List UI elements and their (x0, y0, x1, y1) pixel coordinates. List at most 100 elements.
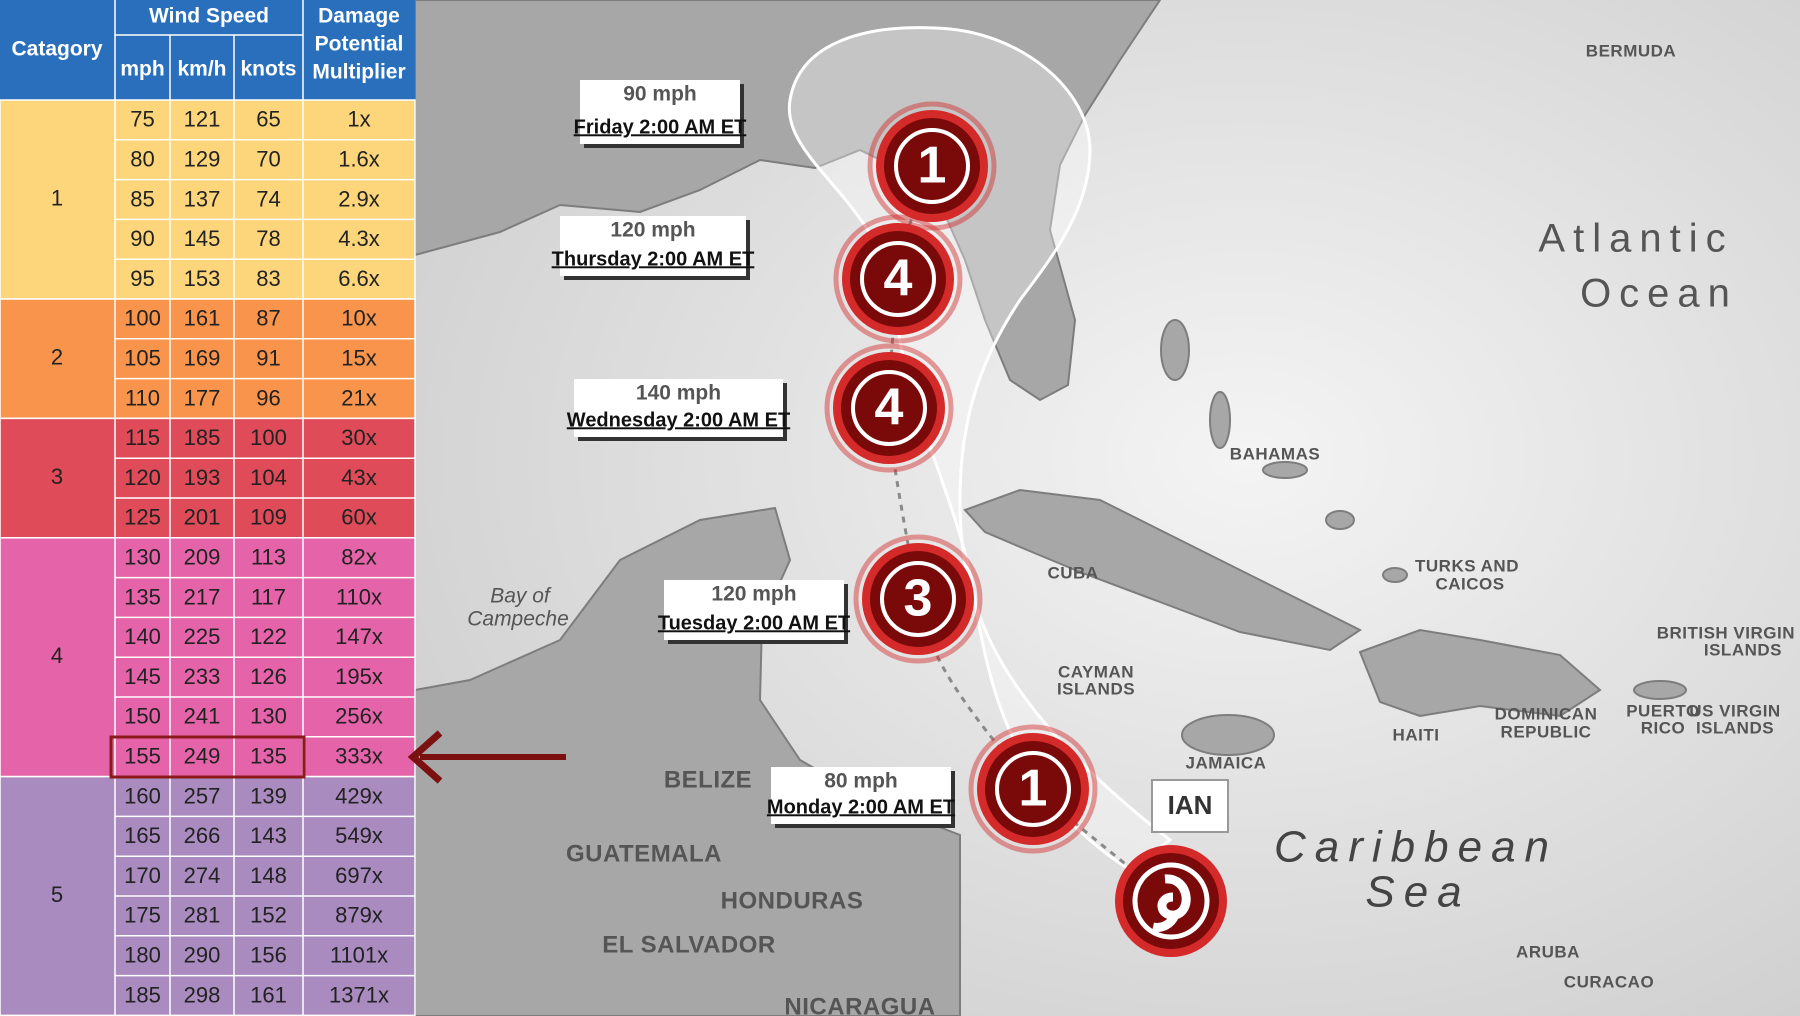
place-label: JAMAICA (1186, 753, 1267, 772)
table-cell: 169 (184, 346, 221, 371)
place-label: RICO (1641, 718, 1686, 737)
table-cell: 195x (335, 664, 383, 689)
table-cell: 290 (184, 943, 221, 968)
table-cell: 65 (256, 107, 280, 132)
table-cell: 96 (256, 385, 280, 410)
table-cell: 233 (184, 664, 221, 689)
place-label: PUERTO (1626, 701, 1700, 720)
forecast-box: 90 mph Friday 2:00 AM ET (574, 80, 746, 148)
storm-category: 4 (884, 250, 913, 308)
table-cell: 105 (124, 346, 161, 371)
water-label: Atlantic (1538, 217, 1733, 261)
table-cell: 180 (124, 943, 161, 968)
table-cell: 209 (184, 545, 221, 570)
table-cell: 1101x (330, 943, 388, 968)
forecast-speed: 140 mph (636, 382, 721, 405)
storm-inner (995, 751, 1071, 827)
header-bg (0, 0, 415, 100)
storm-label: IAN (1168, 790, 1213, 820)
forecast-speed: 80 mph (824, 770, 898, 793)
forecast-time: Tuesday 2:00 AM ET (658, 612, 850, 634)
header-unit: mph (120, 58, 164, 81)
table-cell: 117 (251, 584, 286, 609)
table-cell: 95 (130, 266, 154, 291)
highlight-box (109, 735, 306, 779)
table-cell: 160 (124, 783, 161, 808)
category-label: 3 (51, 464, 63, 489)
place-label: BRITISH VIRGIN (1657, 623, 1795, 642)
storm-icon: 1 (867, 101, 997, 231)
place-label: CUBA (1047, 563, 1098, 582)
category-label: 5 (51, 882, 63, 907)
table-cell: 70 (256, 147, 280, 172)
table-cell: 1371x (329, 982, 389, 1007)
table-cell: 549x (335, 823, 383, 848)
table-cell: 879x (335, 903, 383, 928)
storm-ring (833, 214, 963, 344)
category-band (0, 417, 416, 539)
table-cell: 145 (184, 226, 221, 251)
forecast-box-face (664, 580, 844, 640)
storm-name: IAN (1151, 779, 1229, 833)
category-table: Catagory Wind Speed mph km/h knots Damage Pote… (0, 0, 416, 1016)
table-cell: 217 (184, 584, 221, 609)
header-category: Catagory (11, 38, 102, 61)
category-label: 4 (51, 643, 63, 668)
table-cell: 152 (250, 903, 287, 928)
table-cell: 125 (124, 505, 161, 530)
storm-ring (853, 534, 983, 664)
storm-inner (860, 241, 936, 317)
table-cell: 170 (124, 863, 161, 888)
table-cell: 130 (124, 545, 161, 570)
table-cell: 1.6x (338, 147, 380, 172)
table-cell: 333x (335, 744, 383, 769)
table-cell: 10x (341, 306, 376, 331)
table-cell: 1x (347, 107, 370, 132)
place-label: REPUBLIC (1501, 722, 1592, 741)
table-cell: 129 (184, 147, 221, 172)
water-label: Caribbean (1274, 823, 1558, 872)
water-label: Bay of (490, 585, 552, 608)
header-unit: km/h (177, 58, 226, 81)
category-label: 2 (51, 345, 63, 370)
table-cell: 82x (341, 545, 376, 570)
table-cell: 429x (335, 783, 383, 808)
storm-category: 1 (918, 137, 947, 195)
table-cell: 2.9x (338, 186, 380, 211)
forecast-box: 80 mph Monday 2:00 AM ET (767, 767, 955, 828)
place-label: GUATEMALA (566, 840, 722, 867)
table-cell: 150 (124, 704, 161, 729)
table-cell: 147x (335, 624, 383, 649)
bahamas (1160, 319, 1408, 583)
forecast-box: 120 mph Thursday 2:00 AM ET (552, 216, 755, 280)
table-cell: 697x (335, 863, 383, 888)
table-cell: 298 (184, 982, 221, 1007)
storm-category: 4 (875, 379, 904, 437)
storm-category: 3 (904, 570, 933, 628)
place-label: CURACAO (1564, 972, 1654, 991)
table-cell: 80 (130, 147, 154, 172)
table-cell: 143 (250, 823, 287, 848)
header-unit: knots (240, 58, 296, 81)
storm-icon: 4 (824, 343, 954, 473)
table-cell: 140 (124, 624, 161, 649)
place-label: ARUBA (1516, 942, 1580, 961)
map: Atlantic Ocean Caribbean Sea Bay of Camp… (414, 0, 1800, 1016)
table-cell: 21x (341, 385, 376, 410)
storm-category: 1 (1019, 760, 1048, 818)
table-cell: 161 (184, 306, 221, 331)
table-cell: 87 (256, 306, 280, 331)
category-label: 1 (51, 185, 63, 210)
place-label: DOMINICAN (1495, 704, 1598, 723)
forecast-speed: 90 mph (623, 83, 697, 106)
table-cell: 249 (184, 744, 221, 769)
place-label: HAITI (1393, 725, 1440, 744)
forecast-speed: 120 mph (711, 583, 796, 606)
table-cell: 161 (250, 982, 287, 1007)
table-cell: 175 (124, 903, 161, 928)
place-label: CAYMAN (1058, 662, 1134, 681)
table-cell: 104 (250, 465, 287, 490)
table-cell: 121 (184, 107, 221, 132)
forecast-time: Thursday 2:00 AM ET (552, 248, 755, 270)
